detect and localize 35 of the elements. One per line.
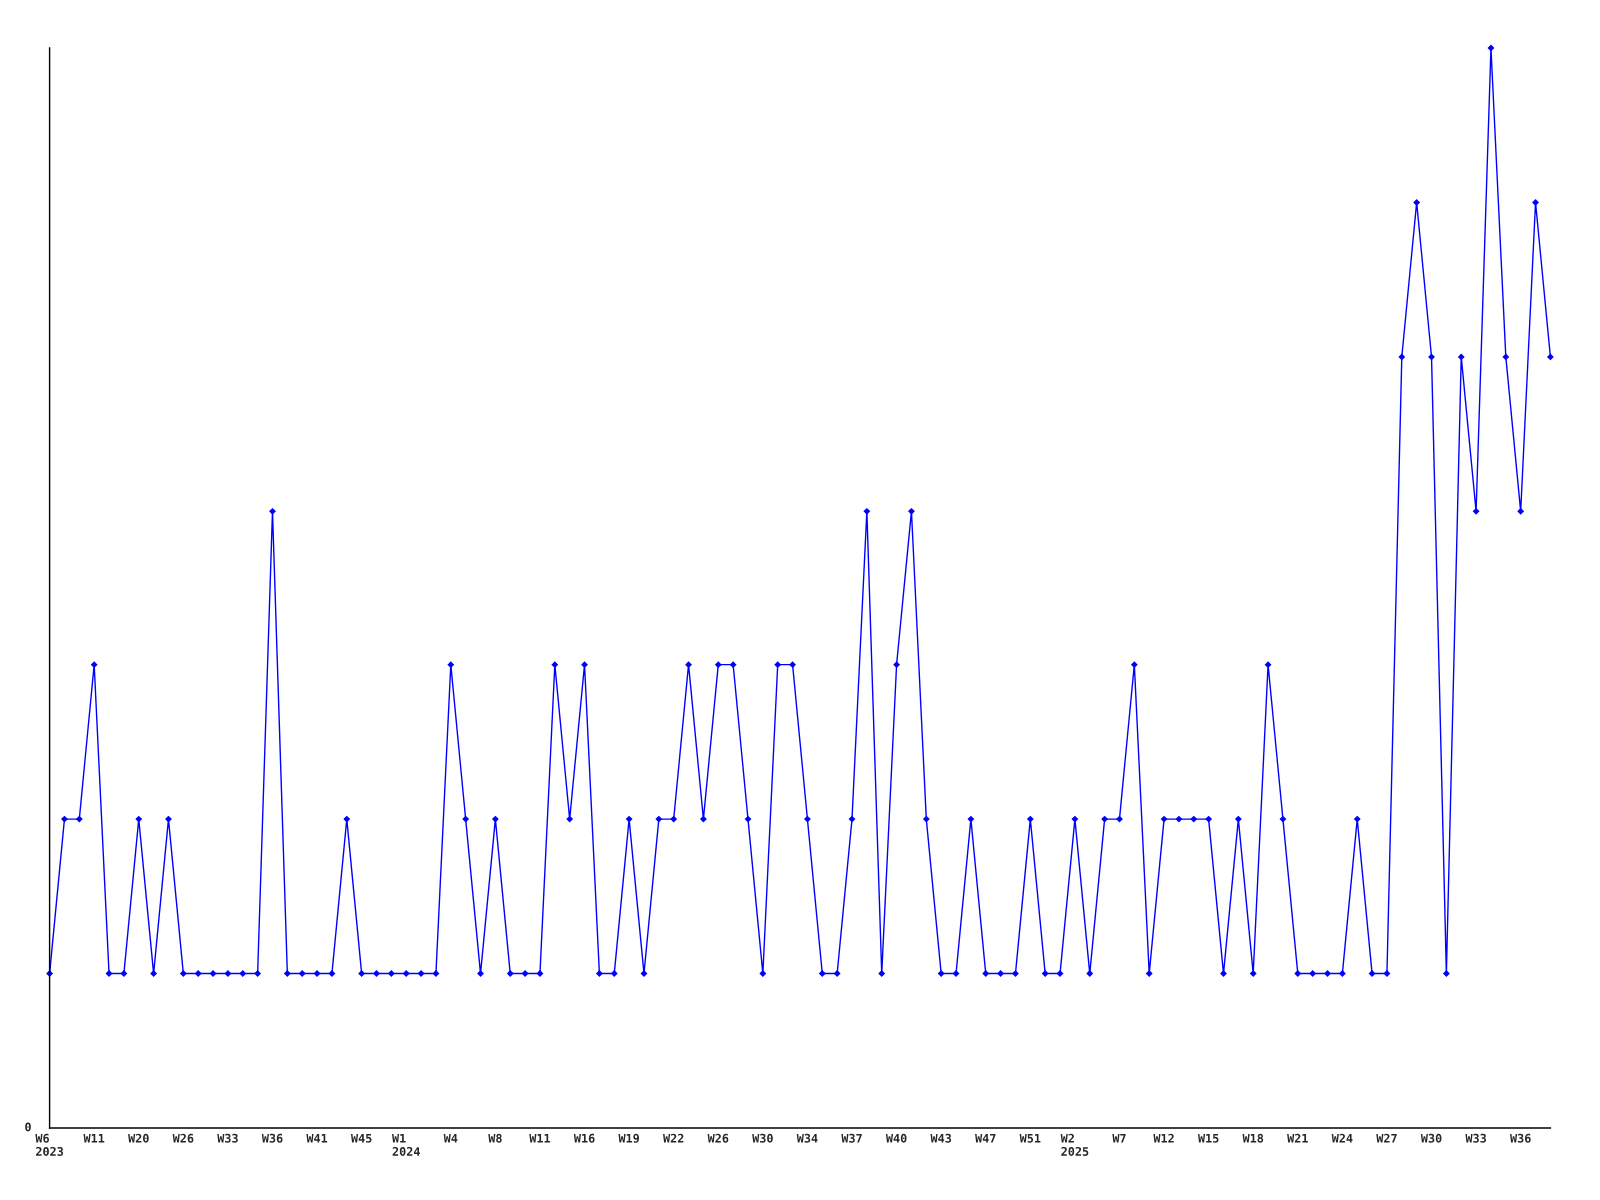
x-tick-label: W6 2023 [35, 1133, 64, 1156]
x-tick-label: W34 [796, 1133, 818, 1143]
x-tick-label: W7 [1112, 1133, 1126, 1143]
x-tick-label: W26 [707, 1133, 729, 1143]
x-tick-label: W43 [930, 1133, 952, 1143]
x-tick-label: W36 [1510, 1133, 1531, 1143]
x-tick-label: W47 [975, 1133, 996, 1143]
x-tick-label: W21 [1287, 1133, 1308, 1143]
x-tick-label: W15 [1197, 1133, 1219, 1143]
x-tick-label: W24 [1331, 1133, 1353, 1143]
x-tick-label: W33 [217, 1133, 238, 1143]
x-tick-label: W1 2024 [392, 1133, 420, 1156]
x-tick-label: W45 [350, 1133, 372, 1143]
x-tick-label: W19 [618, 1133, 640, 1143]
x-tick-label: W18 [1242, 1133, 1264, 1143]
x-tick-label: W12 [1153, 1133, 1174, 1143]
x-tick-label: W30 [1420, 1133, 1442, 1143]
x-tick-label: W11 [529, 1133, 551, 1143]
x-tick-label: W20 [128, 1133, 149, 1143]
x-tick-label: W16 [573, 1133, 595, 1143]
x-tick-label: W2 2025 [1060, 1133, 1089, 1156]
x-tick-label: W40 [885, 1133, 907, 1143]
x-tick-label: W8 [488, 1133, 502, 1143]
x-tick-label: W36 [261, 1133, 283, 1143]
x-tick-label: W30 [752, 1133, 773, 1143]
text: 0 [25, 1122, 31, 1132]
x-tick-label: W4 [443, 1133, 458, 1143]
x-tick-label: W41 [306, 1133, 328, 1143]
x-tick-label: W11 [83, 1133, 105, 1143]
x-tick-label: W27 [1376, 1133, 1397, 1143]
x-tick-label: W33 [1465, 1133, 1486, 1143]
x-tick-label: W51 [1019, 1133, 1041, 1143]
x-tick-label: W37 [841, 1133, 862, 1143]
x-tick-label: W22 [663, 1133, 684, 1143]
x-tick-label: W26 [172, 1133, 194, 1143]
